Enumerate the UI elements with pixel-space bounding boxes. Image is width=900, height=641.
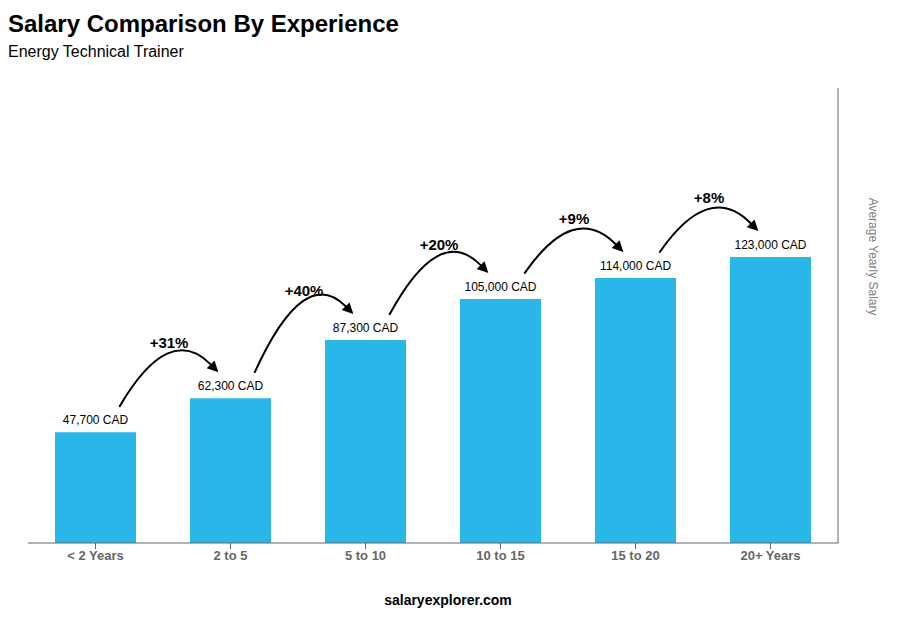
svg-text:+31%: +31%: [150, 334, 189, 351]
svg-text:2 to 5: 2 to 5: [214, 548, 248, 563]
svg-text:123,000 CAD: 123,000 CAD: [734, 238, 806, 252]
svg-text:+8%: +8%: [694, 189, 724, 206]
html-text:Energy Technical Trainer: Energy Technical Trainer: [8, 43, 184, 60]
svg-text:105,000 CAD: 105,000 CAD: [464, 280, 536, 294]
html-text:salaryexplorer.com: salaryexplorer.com: [384, 592, 512, 608]
svg-text:+20%: +20%: [420, 236, 459, 253]
svg-text:5 to 10: 5 to 10: [345, 548, 386, 563]
svg-text:+40%: +40%: [285, 282, 324, 299]
svg-text:47,700 CAD: 47,700 CAD: [63, 413, 129, 427]
svg-text:20+ Years: 20+ Years: [740, 548, 800, 563]
html-text:Salary Comparison By Experienc: Salary Comparison By Experience: [8, 10, 399, 37]
svg-text:114,000 CAD: 114,000 CAD: [600, 259, 671, 273]
svg-text:62,300 CAD: 62,300 CAD: [198, 379, 264, 393]
svg-text:< 2 Years: < 2 Years: [67, 548, 124, 563]
svg-text:Average Yearly Salary: Average Yearly Salary: [866, 198, 880, 316]
svg-text:87,300 CAD: 87,300 CAD: [333, 321, 399, 335]
svg-text:+9%: +9%: [559, 210, 589, 227]
svg-text:15 to 20: 15 to 20: [611, 548, 659, 563]
svg-text:10 to 15: 10 to 15: [476, 548, 524, 563]
